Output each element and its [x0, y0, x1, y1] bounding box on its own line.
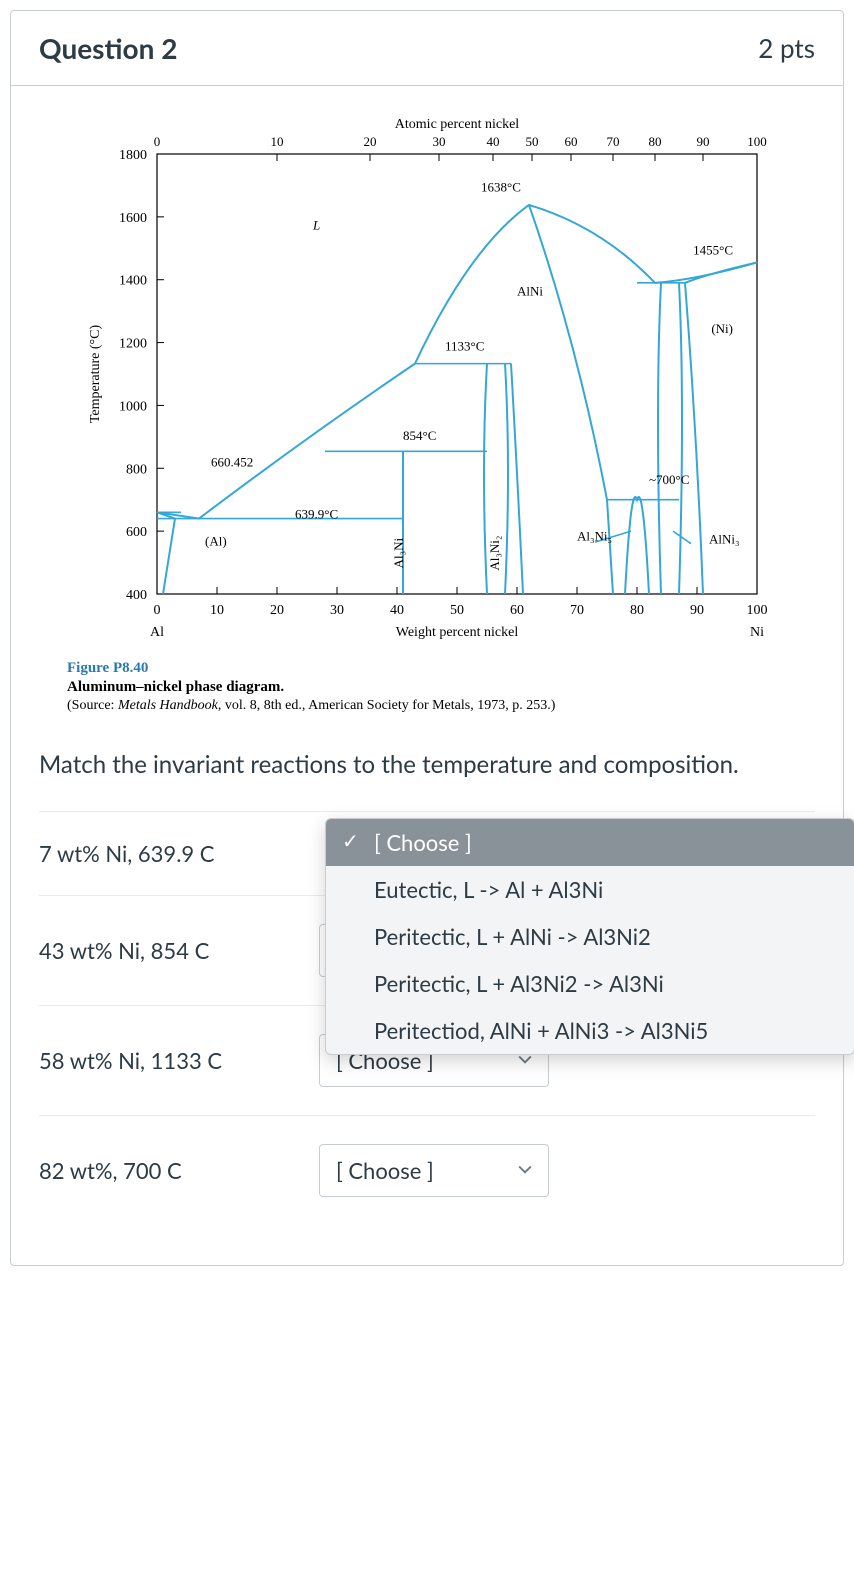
- figure-caption: Figure P8.40 Aluminum–nickel phase diagr…: [67, 660, 787, 714]
- svg-text:100: 100: [747, 134, 767, 149]
- svg-text:40: 40: [487, 134, 500, 149]
- figure-source: (Source: Metals Handbook, vol. 8, 8th ed…: [67, 698, 787, 714]
- svg-text:1000: 1000: [119, 399, 147, 414]
- svg-text:60: 60: [565, 134, 578, 149]
- svg-text:70: 70: [570, 603, 584, 618]
- dropdown-option[interactable]: Peritectiod, AlNi + AlNi3 -> Al3Ni5: [326, 1007, 854, 1054]
- svg-text:1638°C: 1638°C: [481, 180, 521, 195]
- svg-text:600: 600: [126, 525, 147, 540]
- svg-text:400: 400: [126, 588, 147, 603]
- svg-text:AlNi₃: AlNi₃: [709, 532, 740, 547]
- svg-text:~700°C: ~700°C: [649, 472, 689, 487]
- question-prompt: Match the invariant reactions to the tem…: [39, 748, 815, 783]
- svg-text:Al₃Ni: Al₃Ni: [391, 537, 406, 568]
- dropdown-option[interactable]: Peritectic, L + AlNi -> Al3Ni2: [326, 913, 854, 960]
- phase-diagram-chart: 40060080010001200140016001800Temperature…: [67, 114, 787, 654]
- dropdown-option[interactable]: [ Choose ]: [326, 819, 854, 866]
- svg-text:1133°C: 1133°C: [445, 338, 484, 353]
- match-label: 43 wt% Ni, 854 C: [39, 937, 319, 964]
- svg-text:1600: 1600: [119, 211, 147, 226]
- dropdown-option[interactable]: Peritectic, L + Al3Ni2 -> Al3Ni: [326, 960, 854, 1007]
- svg-text:1455°C: 1455°C: [693, 243, 733, 258]
- card-header: Question 2 2 pts: [11, 11, 843, 86]
- dropdown-option[interactable]: Eutectic, L -> Al + Al3Ni: [326, 866, 854, 913]
- svg-text:90: 90: [690, 603, 704, 618]
- question-title: Question 2: [39, 31, 177, 65]
- chevron-down-icon: [518, 1163, 532, 1177]
- match-row: 82 wt%, 700 C [ Choose ]: [39, 1115, 815, 1225]
- svg-text:Al: Al: [150, 625, 164, 640]
- svg-text:Temperature (°C): Temperature (°C): [88, 325, 103, 424]
- svg-text:50: 50: [526, 134, 539, 149]
- chevron-down-icon: [518, 1053, 532, 1067]
- svg-text:1400: 1400: [119, 274, 147, 289]
- svg-text:(Al): (Al): [205, 533, 227, 548]
- select-value: [ Choose ]: [336, 1157, 434, 1184]
- svg-text:30: 30: [330, 603, 344, 618]
- svg-text:50: 50: [450, 603, 464, 618]
- question-points: 2 pts: [758, 32, 815, 64]
- svg-text:70: 70: [607, 134, 620, 149]
- match-label: 7 wt% Ni, 639.9 C: [39, 840, 319, 867]
- svg-text:0: 0: [154, 603, 161, 618]
- svg-text:639.9°C: 639.9°C: [295, 507, 338, 522]
- match-row: 7 wt% Ni, 639.9 C[ Choose ]Eutectic, L -…: [39, 811, 815, 895]
- svg-text:(Ni): (Ni): [711, 321, 733, 336]
- svg-text:AlNi: AlNi: [517, 283, 543, 298]
- svg-text:20: 20: [270, 603, 284, 618]
- svg-text:40: 40: [390, 603, 404, 618]
- svg-text:Ni: Ni: [750, 625, 764, 640]
- svg-text:1800: 1800: [119, 148, 147, 163]
- card-body: 40060080010001200140016001800Temperature…: [11, 86, 843, 1265]
- svg-text:0: 0: [154, 134, 161, 149]
- svg-text:Al₃Ni₂: Al₃Ni₂: [487, 536, 502, 571]
- svg-text:60: 60: [510, 603, 524, 618]
- figure-title: Aluminum–nickel phase diagram.: [67, 679, 787, 696]
- svg-text:854°C: 854°C: [403, 428, 436, 443]
- svg-text:660.452: 660.452: [211, 455, 253, 470]
- figure-label: Figure P8.40: [67, 660, 787, 677]
- svg-text:80: 80: [649, 134, 662, 149]
- dropdown-panel[interactable]: [ Choose ]Eutectic, L -> Al + Al3NiPerit…: [325, 818, 854, 1055]
- match-rows: 7 wt% Ni, 639.9 C[ Choose ]Eutectic, L -…: [39, 811, 815, 1225]
- svg-text:L: L: [312, 217, 320, 232]
- question-card: Question 2 2 pts 40060080010001200140016…: [10, 10, 844, 1266]
- svg-text:Weight percent nickel: Weight percent nickel: [396, 625, 519, 640]
- svg-text:80: 80: [630, 603, 644, 618]
- svg-text:10: 10: [210, 603, 224, 618]
- svg-text:90: 90: [697, 134, 710, 149]
- svg-text:30: 30: [433, 134, 446, 149]
- match-label: 58 wt% Ni, 1133 C: [39, 1047, 319, 1074]
- svg-text:Atomic percent nickel: Atomic percent nickel: [395, 117, 520, 132]
- svg-text:1200: 1200: [119, 337, 147, 352]
- svg-text:20: 20: [364, 134, 377, 149]
- figure: 40060080010001200140016001800Temperature…: [67, 114, 787, 714]
- svg-text:100: 100: [747, 603, 768, 618]
- choose-select[interactable]: [ Choose ]: [319, 1144, 549, 1197]
- svg-text:800: 800: [126, 462, 147, 477]
- svg-text:10: 10: [271, 134, 284, 149]
- match-label: 82 wt%, 700 C: [39, 1157, 319, 1184]
- svg-text:Al₃Ni₅: Al₃Ni₅: [577, 529, 612, 544]
